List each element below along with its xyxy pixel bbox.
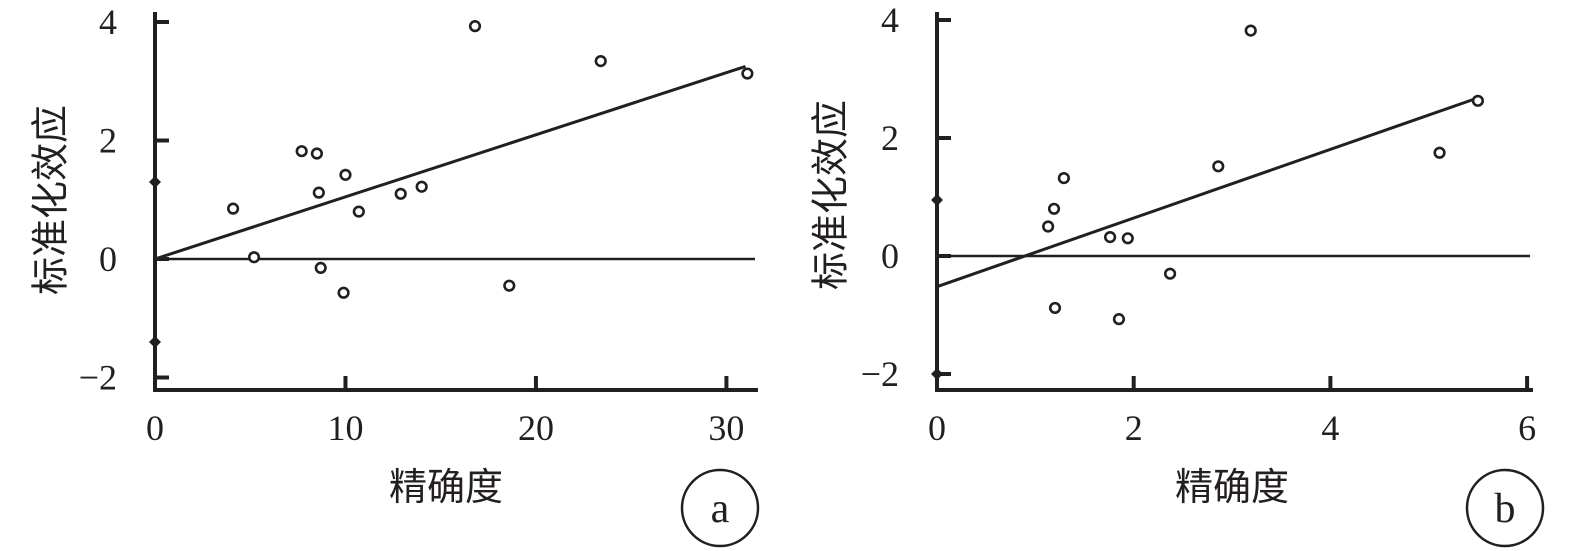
y-axis-marker <box>931 193 943 206</box>
data-point <box>1471 94 1485 107</box>
panel-tag-label: a <box>711 486 730 532</box>
data-point <box>339 168 352 181</box>
data-point <box>741 67 754 80</box>
data-point <box>394 187 407 200</box>
data-point <box>415 180 428 193</box>
data-point <box>1212 160 1225 173</box>
y-tick-label: −2 <box>861 354 899 394</box>
regression-line <box>936 96 1479 289</box>
data-point <box>1163 267 1177 280</box>
y-tick-label: 4 <box>881 0 899 40</box>
y-axis-marker <box>149 175 161 188</box>
x-axis-label: 精确度 <box>389 467 503 509</box>
x-tick-label: 2 <box>1125 408 1143 448</box>
data-point <box>247 251 261 264</box>
y-tick-label: 2 <box>99 121 117 161</box>
x-tick-label: 6 <box>1518 408 1536 448</box>
x-tick-label: 10 <box>327 408 363 448</box>
regression-line <box>154 65 746 261</box>
x-tick-label: 4 <box>1321 408 1339 448</box>
data-point <box>1112 313 1126 326</box>
data-point <box>314 261 327 274</box>
y-tick-label: −2 <box>79 358 117 398</box>
data-point <box>1433 146 1446 159</box>
panel-tag-circle <box>1465 468 1545 548</box>
data-point <box>1048 301 1062 315</box>
data-point <box>1047 202 1061 215</box>
y-axis-marker <box>931 368 943 380</box>
y-tick-label: 0 <box>881 236 899 276</box>
data-point <box>352 205 365 218</box>
x-tick-label: 30 <box>708 408 744 448</box>
y-axis-label: 标准化效应 <box>811 100 853 290</box>
x-axis-label: 精确度 <box>1175 467 1289 509</box>
data-point <box>594 55 607 68</box>
data-point <box>1057 172 1070 185</box>
y-tick-label: 0 <box>99 239 117 279</box>
data-point <box>1103 231 1117 244</box>
data-point <box>226 202 240 215</box>
panel-tag-circle <box>680 468 760 548</box>
x-tick-label: 0 <box>928 408 946 448</box>
data-point <box>1244 24 1257 37</box>
y-tick-label: 4 <box>99 2 117 42</box>
data-point <box>337 286 350 299</box>
data-point <box>295 145 308 158</box>
data-point <box>312 186 325 199</box>
data-point <box>503 279 516 292</box>
panel-tag-label: b <box>1495 486 1516 532</box>
y-axis-label: 标准化效应 <box>31 105 73 295</box>
data-point <box>1121 232 1134 245</box>
data-point <box>468 20 482 33</box>
x-tick-label: 0 <box>146 408 164 448</box>
x-tick-label: 20 <box>518 408 554 448</box>
y-axis-marker <box>149 335 161 348</box>
data-point <box>1042 220 1055 233</box>
data-point <box>310 147 324 160</box>
y-tick-label: 2 <box>881 118 899 158</box>
